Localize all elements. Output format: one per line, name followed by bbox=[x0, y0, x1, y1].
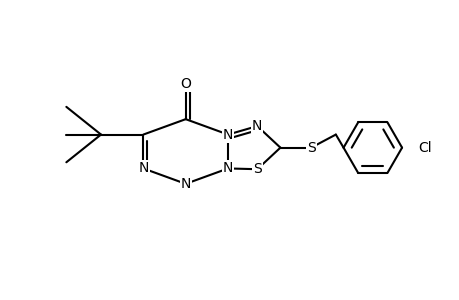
Text: O: O bbox=[180, 77, 191, 91]
Text: S: S bbox=[252, 162, 261, 176]
Text: Cl: Cl bbox=[417, 141, 431, 155]
Text: N: N bbox=[222, 128, 233, 142]
Text: N: N bbox=[138, 161, 148, 176]
Text: N: N bbox=[180, 177, 190, 191]
Text: S: S bbox=[306, 141, 315, 155]
Text: N: N bbox=[252, 119, 262, 133]
Text: N: N bbox=[222, 161, 233, 176]
